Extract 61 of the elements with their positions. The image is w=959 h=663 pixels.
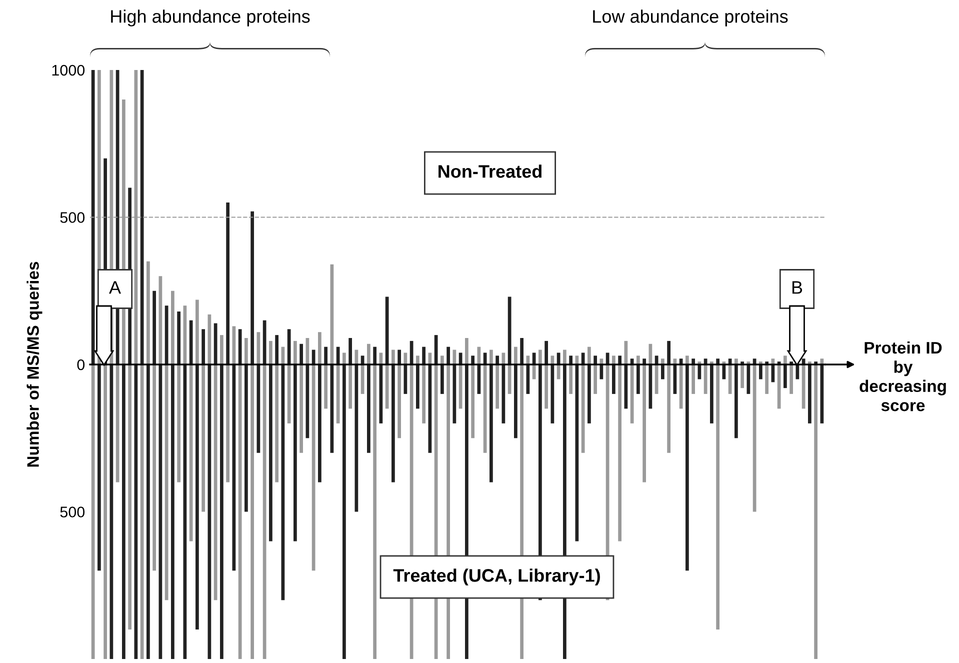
- bar: [202, 364, 205, 512]
- bar: [128, 364, 132, 630]
- bar: [398, 364, 401, 438]
- y-axis-title: Number of MS/MS queries: [26, 262, 42, 467]
- bar: [250, 211, 254, 364]
- bar: [177, 364, 180, 482]
- bar: [642, 364, 646, 482]
- bar: [226, 364, 230, 482]
- bar: [202, 329, 205, 364]
- annotation: A: [109, 281, 121, 294]
- bar: [398, 350, 401, 364]
- bar: [716, 364, 720, 630]
- bar: [471, 356, 474, 364]
- y-tick-label: 500: [60, 506, 85, 518]
- bar: [496, 356, 499, 364]
- bar: [692, 364, 695, 394]
- bar: [300, 344, 303, 364]
- bar: [814, 364, 818, 659]
- annotation: Non-Treated: [438, 164, 542, 178]
- annotation: Treated (UCA, Library-1): [393, 568, 600, 586]
- bar: [177, 311, 180, 364]
- bar: [373, 346, 376, 364]
- bar: [152, 364, 156, 571]
- bar: [152, 290, 156, 364]
- bar: [544, 364, 548, 409]
- bar: [667, 364, 670, 453]
- y-tick-label: 1000: [52, 64, 85, 76]
- bar: [618, 356, 622, 364]
- bar: [544, 340, 548, 364]
- y-tick-label: 0: [77, 359, 85, 370]
- x-axis-title: Protein ID by decreasing score: [860, 341, 946, 412]
- bar: [275, 364, 278, 482]
- bar: [446, 346, 450, 364]
- bar: [104, 364, 107, 659]
- bar: [275, 335, 278, 364]
- y-tick-label: 500: [60, 212, 85, 223]
- bar: [594, 364, 597, 394]
- bar: [348, 338, 352, 364]
- bar: [324, 364, 328, 409]
- bar: [740, 364, 744, 388]
- bar: [422, 346, 426, 364]
- bar: [471, 364, 474, 438]
- bar: [300, 364, 303, 453]
- bar: [373, 364, 376, 659]
- bar: [790, 364, 793, 394]
- bar: [520, 338, 524, 364]
- bar: [226, 202, 230, 364]
- text: High abundance proteins: [111, 10, 310, 26]
- bar: [618, 364, 622, 542]
- bar: [569, 356, 572, 364]
- bar: [496, 364, 499, 409]
- bar: [250, 364, 254, 659]
- bar: [667, 340, 670, 364]
- bar: [348, 364, 352, 409]
- bar: [422, 364, 426, 424]
- bar: [569, 364, 572, 394]
- text: Low abundance proteins: [593, 10, 788, 26]
- bar: [594, 356, 597, 364]
- annotation: B: [792, 281, 802, 294]
- bar: [324, 346, 328, 364]
- bar: [765, 364, 768, 394]
